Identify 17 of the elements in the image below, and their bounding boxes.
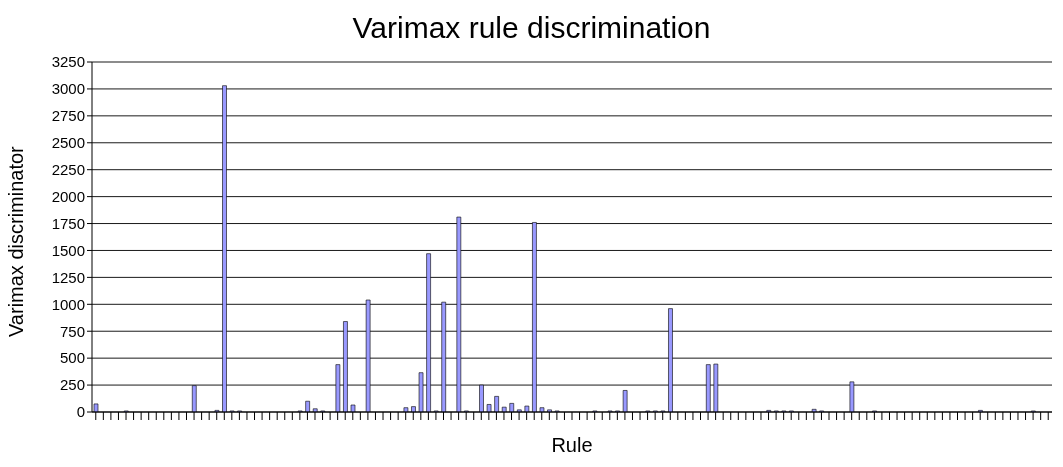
y-tick-label: 250 xyxy=(59,376,85,394)
y-tick-label: 2750 xyxy=(51,107,85,125)
y-tick-label: 1250 xyxy=(51,268,85,286)
y-tick-label: 2250 xyxy=(51,161,85,179)
y-axis-title: Varimax discriminator xyxy=(5,145,28,337)
y-tick-label: 3000 xyxy=(51,80,85,98)
y-tick-label: 1500 xyxy=(51,241,85,259)
y-tick-label: 0 xyxy=(76,403,85,421)
x-axis-title: Rule xyxy=(551,434,593,456)
y-tick-label: 750 xyxy=(59,322,85,340)
y-tick-label: 1750 xyxy=(51,214,85,232)
y-tick-label: 2000 xyxy=(51,187,85,205)
y-tick-label: 2500 xyxy=(51,134,85,152)
y-tick-label: 500 xyxy=(59,349,85,367)
y-tick-label: 1000 xyxy=(51,295,85,313)
y-tick-label: 3250 xyxy=(51,53,85,71)
chart-title: Varimax rule discrimination xyxy=(351,10,712,46)
